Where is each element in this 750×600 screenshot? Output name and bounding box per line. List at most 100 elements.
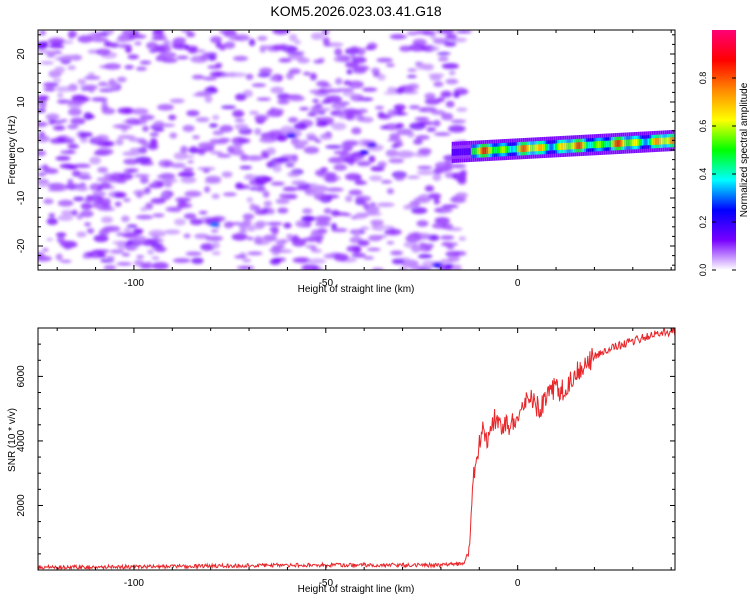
noise-blob	[67, 108, 82, 116]
noise-blob	[441, 208, 454, 213]
spectrogram-x-tick-label: -100	[124, 278, 144, 289]
noise-blob	[377, 111, 385, 118]
noise-blob	[49, 120, 65, 124]
spectrogram-y-tick-label: 0	[16, 147, 27, 153]
noise-blob	[415, 135, 430, 140]
tone-segment	[561, 143, 563, 150]
noise-blob	[191, 257, 204, 265]
noise-blob	[451, 250, 467, 256]
noise-blob	[219, 44, 226, 51]
noise-blob	[123, 228, 132, 232]
noise-blob	[262, 190, 270, 198]
noise-blob	[318, 88, 328, 94]
tone-segment	[505, 146, 508, 153]
noise-speckle	[209, 222, 220, 227]
noise-blob	[406, 175, 420, 179]
noise-blob	[395, 87, 405, 95]
tone-segment	[668, 137, 671, 145]
noise-blob	[356, 160, 372, 167]
noise-blob	[210, 151, 223, 155]
noise-blob	[233, 142, 243, 150]
tone-segment	[528, 144, 531, 152]
noise-blob	[377, 161, 387, 168]
noise-blob	[139, 177, 149, 184]
noise-blob	[75, 186, 89, 192]
noise-blob	[361, 87, 378, 92]
noise-blob	[84, 85, 99, 91]
noise-blob	[40, 61, 54, 65]
noise-blob	[132, 228, 144, 234]
noise-blob	[43, 87, 56, 92]
noise-blob	[276, 134, 288, 142]
noise-blob	[406, 74, 417, 79]
noise-blob	[43, 198, 54, 205]
noise-blob	[184, 190, 202, 198]
noise-blob	[305, 133, 317, 138]
snr-y-tick-label: 4000	[16, 429, 27, 452]
noise-blob	[175, 197, 192, 203]
noise-blob	[350, 215, 358, 220]
noise-blob	[387, 86, 397, 93]
tone-segment	[474, 147, 477, 155]
tone-segment	[522, 145, 525, 152]
noise-blob	[247, 251, 263, 256]
tone-segment	[609, 140, 611, 148]
noise-blob	[134, 235, 147, 244]
noise-blob	[304, 189, 318, 196]
noise-blob	[60, 240, 78, 249]
noise-blob	[152, 213, 165, 218]
tone-segment	[624, 139, 627, 147]
noise-blob	[67, 124, 79, 130]
noise-blob	[140, 206, 148, 212]
colorbar-label: Normalized spectral amplitude	[739, 82, 750, 217]
noise-blob	[78, 176, 92, 180]
noise-blob	[156, 174, 164, 179]
noise-blob	[303, 236, 320, 242]
noise-blob	[270, 181, 285, 186]
tone-segment	[463, 148, 466, 156]
noise-blob	[278, 58, 292, 63]
noise-blob	[436, 51, 451, 56]
noise-blob	[327, 156, 346, 164]
noise-blob	[286, 51, 305, 56]
tone-segment	[616, 140, 619, 147]
noise-blob	[254, 175, 272, 184]
noise-blob	[365, 212, 382, 216]
noise-blob	[240, 153, 249, 161]
noise-blob	[86, 228, 95, 234]
noise-blob	[177, 172, 195, 177]
tone-segment	[568, 142, 571, 150]
noise-blob	[416, 220, 429, 227]
noise-blob	[188, 148, 206, 153]
noise-blob	[309, 72, 317, 81]
noise-blob	[212, 241, 220, 249]
noise-blob	[307, 258, 326, 265]
noise-blob	[133, 189, 149, 196]
spectrogram-x-axis-label: Height of straight line (km)	[298, 284, 415, 295]
noise-blob	[330, 222, 338, 230]
noise-blob	[399, 45, 412, 52]
noise-blob	[157, 103, 175, 111]
noise-blob	[433, 81, 444, 87]
noise-blob	[434, 217, 450, 225]
noise-blob	[298, 139, 309, 146]
colorbar-tick-label: 0.8	[698, 72, 708, 85]
tone-segment	[501, 146, 504, 154]
noise-blob	[348, 189, 363, 196]
noise-blob	[38, 50, 52, 54]
noise-blob	[129, 148, 145, 152]
tone-segment	[539, 144, 542, 152]
noise-speckle	[432, 262, 443, 268]
noise-blob	[79, 138, 89, 144]
noise-blob	[155, 249, 166, 253]
noise-blob	[323, 42, 331, 47]
tone-segment	[534, 144, 537, 152]
spectrogram-y-tick-label: -10	[16, 190, 27, 205]
noise-blob	[38, 41, 48, 50]
noise-blob	[314, 169, 326, 177]
colorbar-tick-label: 0.0	[698, 264, 708, 277]
noise-blob	[121, 215, 130, 223]
